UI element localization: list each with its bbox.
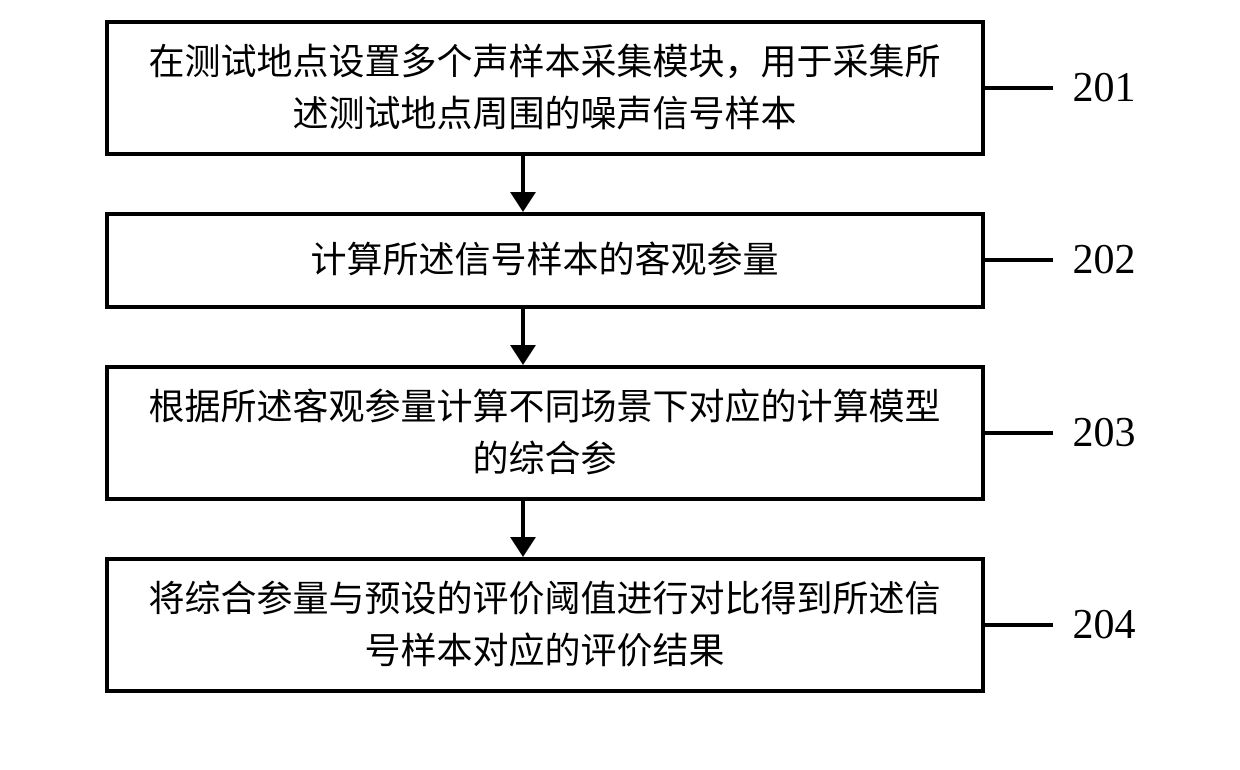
arrow-head-icon [510,345,536,365]
step-text-2: 计算所述信号样本的客观参量 [310,234,778,286]
flowchart-container: 在测试地点设置多个声样本采集模块，用于采集所述测试地点周围的噪声信号样本 201… [60,20,1180,693]
step-box-3: 根据所述客观参量计算不同场景下对应的计算模型的综合参 [105,365,985,501]
step-row-2: 计算所述信号样本的客观参量 202 [60,212,1180,308]
step-row-3: 根据所述客观参量计算不同场景下对应的计算模型的综合参 203 [60,365,1180,501]
connector-line-1 [983,86,1053,90]
connector-line-4 [983,623,1053,627]
arrow-head-icon [510,537,536,557]
arrow-3 [83,501,963,557]
step-label-1: 201 [1073,64,1136,112]
step-text-3: 根据所述客观参量计算不同场景下对应的计算模型的综合参 [139,381,951,485]
connector-line-2 [983,258,1053,262]
step-row-1: 在测试地点设置多个声样本采集模块，用于采集所述测试地点周围的噪声信号样本 201 [60,20,1180,156]
step-label-2: 202 [1073,236,1136,284]
step-box-1: 在测试地点设置多个声样本采集模块，用于采集所述测试地点周围的噪声信号样本 [105,20,985,156]
step-row-4: 将综合参量与预设的评价阈值进行对比得到所述信号样本对应的评价结果 204 [60,557,1180,693]
arrow-1 [83,156,963,212]
step-text-1: 在测试地点设置多个声样本采集模块，用于采集所述测试地点周围的噪声信号样本 [139,36,951,140]
arrow-shaft [521,309,525,345]
arrow-shaft [521,501,525,537]
arrow-head-icon [510,192,536,212]
step-box-4: 将综合参量与预设的评价阈值进行对比得到所述信号样本对应的评价结果 [105,557,985,693]
step-box-2: 计算所述信号样本的客观参量 [105,212,985,308]
step-label-3: 203 [1073,409,1136,457]
arrow-2 [83,309,963,365]
step-label-4: 204 [1073,601,1136,649]
connector-line-3 [983,431,1053,435]
arrow-shaft [521,156,525,192]
step-text-4: 将综合参量与预设的评价阈值进行对比得到所述信号样本对应的评价结果 [139,573,951,677]
